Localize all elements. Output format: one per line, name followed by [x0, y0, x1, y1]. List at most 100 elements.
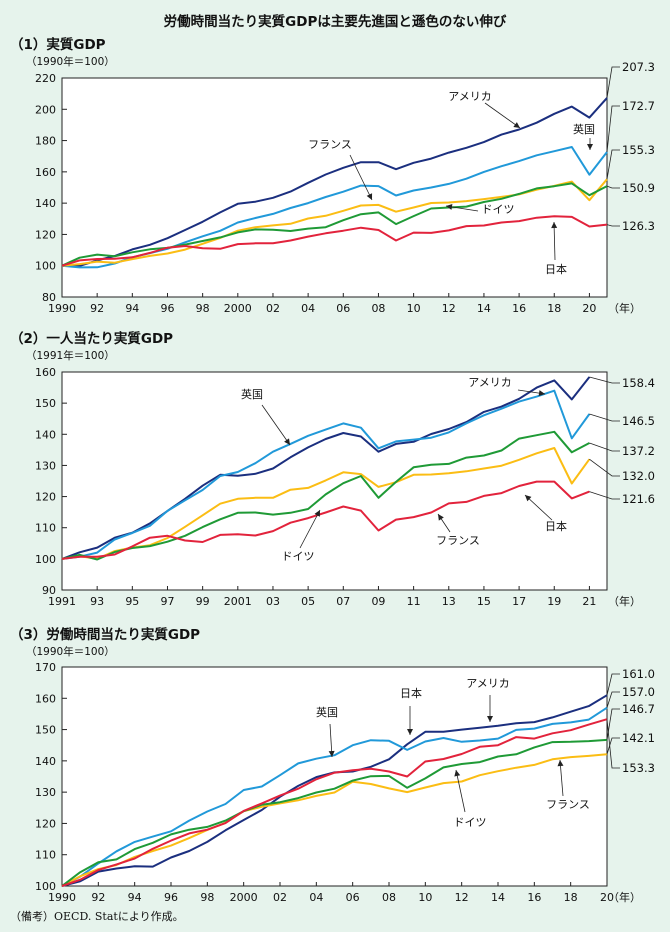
- y-tick-label: 160: [35, 366, 56, 379]
- series-name-label: 英国: [241, 387, 263, 401]
- series-name-label: 英国: [316, 705, 338, 719]
- panel-3-title: （3）労働時間当たり実質GDP: [10, 627, 201, 643]
- x-tick-label: 08: [382, 891, 396, 904]
- label-arrow-line: [261, 404, 291, 446]
- series-name-label: フランス: [436, 534, 480, 547]
- y-tick-label: 120: [35, 817, 56, 830]
- x-tick-label: 02: [266, 302, 280, 315]
- panel-1-title: （1）実質GDP: [10, 37, 106, 53]
- label-arrow-head: [557, 760, 564, 767]
- series-line-0: [61, 97, 608, 267]
- series-name-label: 日本: [545, 262, 567, 276]
- y-tick-label: 140: [35, 755, 56, 768]
- x-tick-label: 13: [442, 595, 456, 608]
- end-label-leader: [606, 719, 620, 769]
- series-name-label: アメリカ: [448, 90, 491, 103]
- end-label-leader: [606, 185, 620, 189]
- y-tick-label: 130: [35, 459, 56, 472]
- source-note: （備考）OECD. Statにより作成。: [10, 910, 184, 923]
- end-label: 172.7: [622, 99, 655, 113]
- x-tick-label: 94: [125, 302, 139, 315]
- y-tick-label: 130: [35, 786, 56, 799]
- y-tick-label: 180: [35, 135, 56, 148]
- label-arrow-head: [513, 122, 520, 128]
- x-tick-label: 04: [301, 302, 315, 315]
- end-label: 137.2: [622, 444, 655, 458]
- x-tick-label: 97: [160, 595, 174, 608]
- x-tick-label: 06: [346, 891, 360, 904]
- x-tick-label: 92: [90, 302, 104, 315]
- series-name-label: フランス: [546, 798, 590, 811]
- series-line-0: [61, 376, 591, 560]
- x-tick-label: 14: [491, 891, 505, 904]
- end-label: 158.4: [622, 376, 655, 390]
- x-tick-label: 12: [455, 891, 469, 904]
- y-tick-label: 140: [35, 428, 56, 441]
- label-arrow-line: [349, 154, 373, 201]
- series-name-label: 日本: [545, 519, 567, 533]
- x-tick-label: 1990: [48, 302, 76, 315]
- series-name-label: ドイツ: [482, 203, 515, 216]
- x-tick-label: 96: [164, 891, 178, 904]
- end-label-leader: [589, 491, 620, 500]
- x-tick-label: 12: [442, 302, 456, 315]
- label-arrow-head: [525, 495, 532, 502]
- x-tick-label: 98: [196, 302, 210, 315]
- y-tick-label: 150: [35, 724, 56, 737]
- series-line-1: [61, 389, 591, 560]
- x-tick-label: 15: [477, 595, 491, 608]
- series-line-3: [61, 430, 590, 561]
- label-arrow-line: [559, 759, 564, 797]
- end-label: 157.0: [622, 685, 655, 699]
- series-name-label: アメリカ: [468, 376, 511, 389]
- plot-area: [61, 371, 608, 591]
- end-label-leader: [589, 442, 620, 452]
- end-label: 146.5: [622, 414, 655, 428]
- x-tick-label: 05: [301, 595, 315, 608]
- panel-2-title: （2）一人当たり実質GDP: [10, 331, 174, 347]
- x-tick-label: 21: [582, 595, 596, 608]
- x-tick-label: 98: [200, 891, 214, 904]
- series-name-label: 英国: [573, 122, 595, 136]
- y-tick-label: 100: [35, 553, 56, 566]
- series-line-4: [61, 480, 590, 560]
- x-tick-label: 10: [407, 302, 421, 315]
- label-arrow-line: [455, 769, 466, 813]
- end-label-leader: [606, 691, 620, 708]
- label-arrow-head: [438, 514, 444, 521]
- label-arrow-head: [366, 193, 373, 200]
- x-tick-label: 11: [407, 595, 421, 608]
- end-label-leader: [606, 149, 620, 180]
- x-tick-label: 04: [309, 891, 323, 904]
- label-arrow-head: [538, 390, 545, 397]
- series-line-3: [61, 738, 608, 887]
- end-label-leader: [606, 66, 620, 98]
- y-tick-label: 140: [35, 197, 56, 210]
- x-tick-label: 14: [477, 302, 491, 315]
- y-tick-label: 170: [35, 661, 56, 674]
- x-tick-label: 1991: [48, 595, 76, 608]
- label-arrow-head: [446, 203, 453, 210]
- x-tick-label: 95: [125, 595, 139, 608]
- y-tick-label: 120: [35, 491, 56, 504]
- end-label: 207.3: [622, 60, 655, 74]
- x-tick-label: 06: [336, 302, 350, 315]
- end-label: 132.0: [622, 469, 655, 483]
- end-label-leader: [606, 105, 620, 153]
- label-arrow-line: [484, 102, 521, 129]
- end-label: 161.0: [622, 667, 655, 681]
- series-name-label: ドイツ: [282, 550, 315, 563]
- series-name-label: フランス: [308, 138, 352, 151]
- label-arrow-head: [407, 729, 413, 735]
- series-line-4: [61, 215, 608, 267]
- x-tick-label: 96: [160, 302, 174, 315]
- end-label: 155.3: [622, 143, 655, 157]
- label-arrow-head: [284, 438, 290, 445]
- end-label-leader: [606, 673, 620, 696]
- series-name-label: アメリカ: [466, 677, 509, 690]
- x-tick-label: 10: [418, 891, 432, 904]
- y-tick-label: 220: [35, 72, 56, 85]
